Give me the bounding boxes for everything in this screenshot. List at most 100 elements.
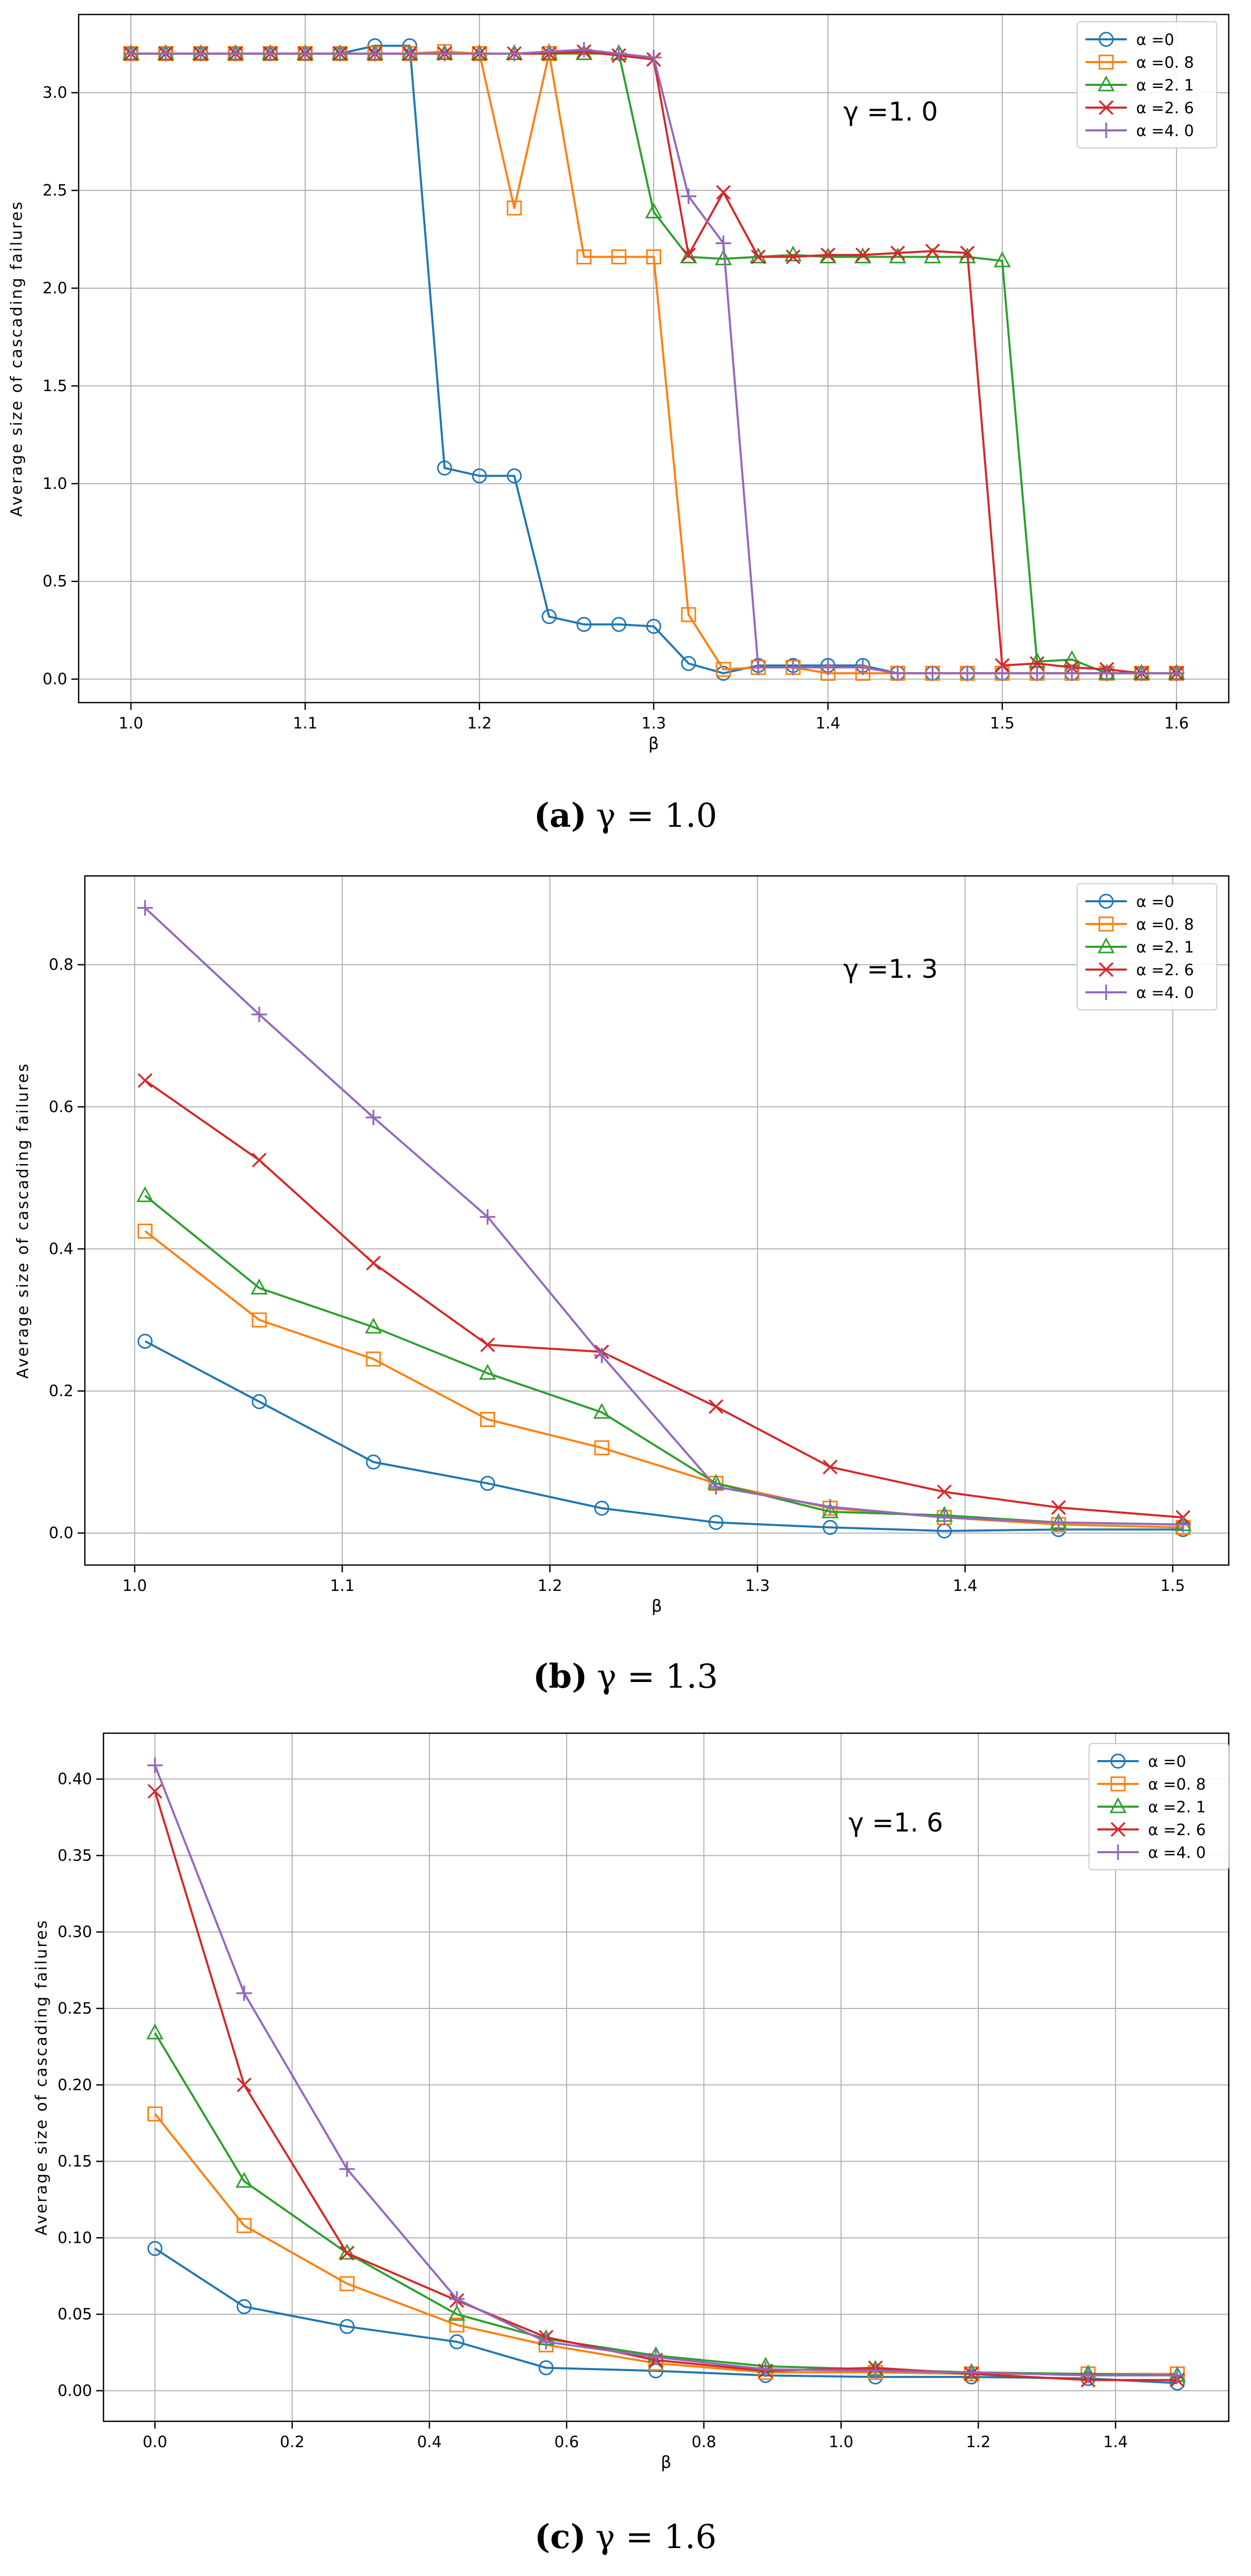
legend-entry: α =4. 0	[1136, 984, 1194, 1002]
data-point	[681, 607, 696, 622]
data-point	[708, 1515, 724, 1530]
data-point	[716, 185, 731, 200]
legend-marker	[1098, 100, 1114, 115]
y-tick-label: 0.15	[57, 2153, 92, 2171]
data-point	[785, 659, 801, 675]
x-tick-label: 0.8	[692, 2433, 717, 2451]
data-point	[963, 2364, 979, 2380]
legend-entry: α =0. 8	[1148, 1776, 1206, 1794]
legend-box	[1077, 21, 1217, 148]
data-point	[236, 1985, 252, 2001]
y-tick-label: 2.0	[42, 279, 67, 297]
data-point	[576, 249, 592, 265]
y-tick-label: 0.30	[57, 1923, 92, 1941]
axes-frame	[84, 875, 1230, 1566]
x-tick-label: 1.1	[330, 1577, 355, 1595]
legend-entry: α =2. 1	[1148, 1798, 1206, 1816]
legend-entry: α =2. 6	[1136, 99, 1194, 117]
legend-entry: α =0. 8	[1136, 54, 1194, 72]
data-point	[236, 2077, 252, 2093]
data-point	[714, 249, 732, 265]
data-point	[339, 2276, 355, 2291]
data-point	[959, 665, 975, 681]
legend: α =0 α =0. 8 α =2. 1 α =2. 6 α =4. 0	[1089, 1743, 1229, 1870]
data-point	[1168, 665, 1184, 681]
legend-entry: α =0	[1136, 31, 1174, 49]
x-axis-label: β	[661, 2452, 671, 2472]
data-point	[235, 2171, 253, 2188]
legend-entry: α =2. 6	[1136, 961, 1194, 979]
legend-entry: α =2. 1	[1136, 939, 1194, 957]
series-line	[154, 2247, 1178, 2385]
data-point	[645, 202, 663, 219]
data-point	[1030, 656, 1045, 671]
data-point	[868, 2363, 883, 2379]
data-point	[541, 43, 557, 59]
y-axis-label: Average size of cascading failures	[33, 1919, 51, 2236]
legend-entry: α =2. 6	[1148, 1821, 1206, 1839]
x-tick-label: 0.0	[143, 2433, 168, 2451]
x-tick-label: 1.2	[467, 714, 492, 733]
y-tick-label: 0.6	[49, 1098, 73, 1116]
legend-marker	[1097, 937, 1115, 954]
data-point	[138, 1073, 153, 1088]
data-point	[1051, 1500, 1066, 1515]
data-point	[890, 665, 906, 681]
data-point	[757, 2361, 773, 2377]
legend-entry: α =4. 0	[1148, 1844, 1206, 1862]
series-line	[144, 1340, 1183, 1532]
caption-b: (b) γ = 1.3	[533, 1657, 718, 1696]
legend-entry: α =2. 1	[1136, 77, 1194, 95]
data-point	[716, 662, 731, 677]
series-4	[123, 42, 1184, 681]
caption-label: (c)	[534, 2518, 586, 2556]
data-point	[507, 200, 522, 216]
data-point	[479, 1364, 496, 1380]
data-point	[228, 46, 244, 62]
grid	[103, 1733, 1229, 2421]
data-point	[251, 1153, 267, 1168]
gamma-annotation: γ =1. 3	[843, 954, 938, 984]
x-tick-label: 0.2	[280, 2433, 305, 2451]
y-tick-label: 0.0	[42, 671, 67, 689]
x-tick-label: 1.4	[1103, 2433, 1128, 2451]
series-line	[144, 1230, 1183, 1529]
data-point	[576, 617, 592, 632]
data-point	[339, 2319, 355, 2334]
data-point	[994, 665, 1010, 681]
legend-marker	[1097, 75, 1115, 92]
y-tick-label: 0.35	[57, 1847, 92, 1865]
data-point	[480, 1209, 496, 1225]
series-line	[144, 1195, 1183, 1526]
x-tick-label: 1.2	[966, 2433, 991, 2451]
y-axis-label: Average size of cascading failures	[14, 1062, 32, 1379]
caption-text: γ = 1.6	[595, 2518, 717, 2556]
gamma-annotation: γ =1. 0	[843, 97, 938, 127]
data-point	[480, 1476, 495, 1491]
legend-marker	[1098, 32, 1114, 47]
legend-marker	[1110, 1844, 1126, 1860]
y-tick-label: 1.0	[42, 475, 67, 493]
data-point	[925, 665, 941, 681]
data-point	[365, 1317, 382, 1334]
series-line	[144, 907, 1183, 1526]
data-point	[136, 1186, 154, 1202]
legend-marker	[1110, 1776, 1126, 1792]
caption-a: (a) γ = 1.0	[534, 796, 717, 835]
data-point	[365, 1109, 381, 1125]
x-tick-label: 1.4	[953, 1577, 978, 1595]
x-axis-label: β	[651, 1596, 662, 1616]
series-line	[144, 1079, 1183, 1518]
data-point	[576, 42, 592, 58]
data-point	[936, 1510, 952, 1525]
data-point	[147, 2241, 162, 2256]
data-point	[332, 46, 348, 62]
y-tick-label: 0.05	[57, 2305, 92, 2324]
data-point	[611, 46, 627, 62]
data-point	[1029, 665, 1045, 681]
x-tick-label: 1.0	[118, 714, 143, 733]
legend: α =0 α =0. 8 α =2. 1 α =2. 6 α =4. 0	[1077, 883, 1217, 1010]
y-tick-label: 2.5	[42, 182, 67, 200]
caption-c: (c) γ = 1.6	[534, 2518, 717, 2556]
series-4	[147, 1758, 1185, 2384]
